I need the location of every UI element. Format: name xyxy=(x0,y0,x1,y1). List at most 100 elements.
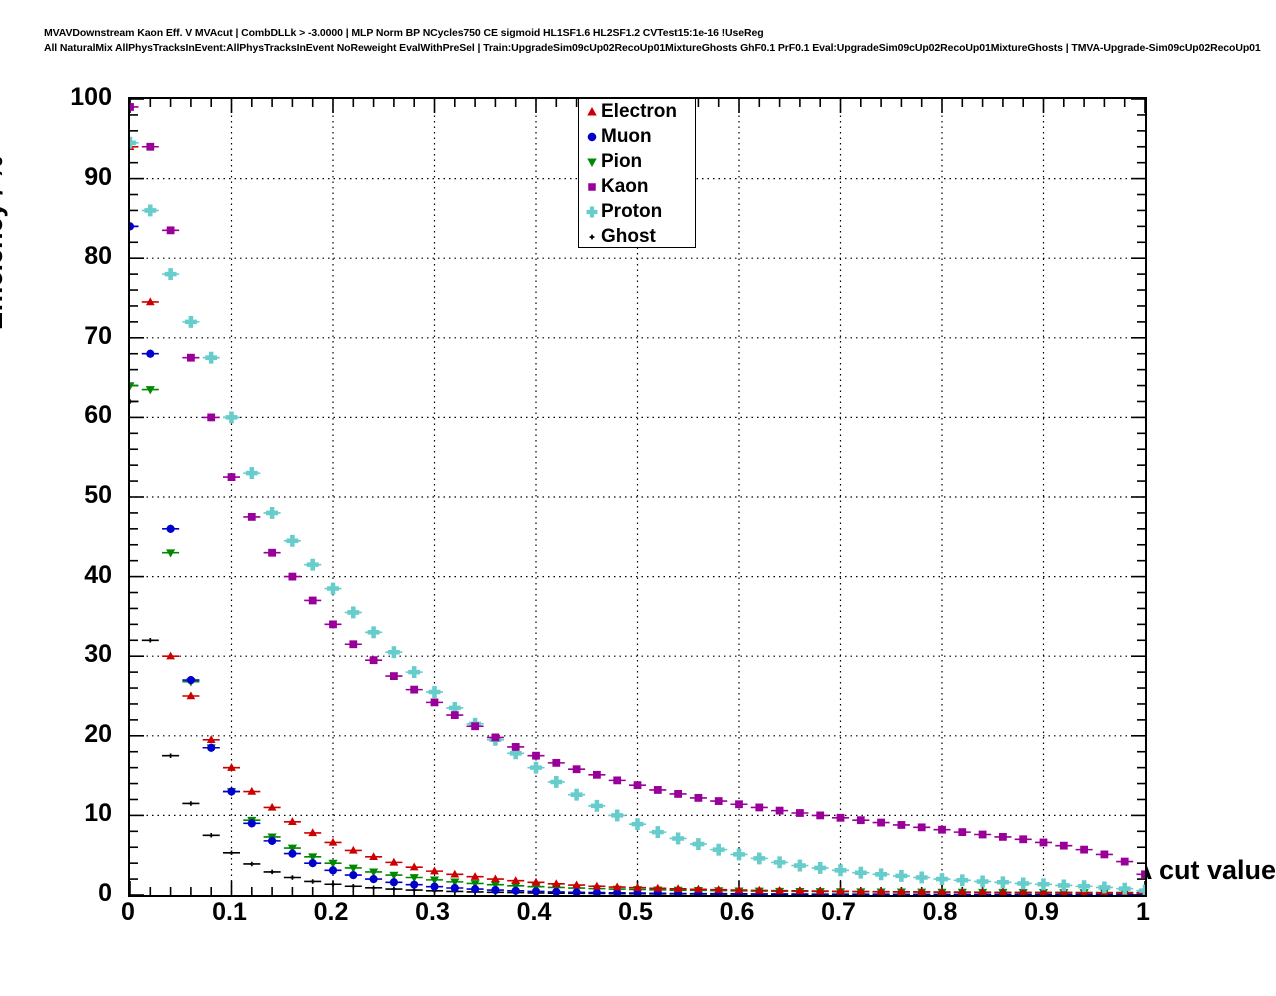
data-marker xyxy=(612,882,622,891)
data-marker xyxy=(694,884,703,893)
data-marker xyxy=(328,859,338,868)
circle-icon xyxy=(206,743,216,753)
cross-icon xyxy=(936,873,948,886)
data-marker xyxy=(511,743,520,751)
data-marker xyxy=(130,222,135,231)
cross-icon xyxy=(130,136,136,149)
triangle-up-icon xyxy=(267,802,277,811)
data-marker xyxy=(371,885,376,891)
y-tick-label: 40 xyxy=(84,560,112,589)
cross-icon xyxy=(996,876,1009,889)
data-marker xyxy=(795,886,805,895)
data-marker xyxy=(633,781,642,790)
circle-icon xyxy=(430,882,439,891)
triangle-up-icon xyxy=(958,887,967,895)
data-marker xyxy=(938,825,946,834)
data-marker xyxy=(1141,870,1145,879)
data-marker xyxy=(328,837,338,846)
data-marker xyxy=(1139,884,1145,895)
data-marker xyxy=(369,852,378,861)
data-marker xyxy=(186,675,196,685)
cross-icon xyxy=(428,686,441,698)
cross-icon xyxy=(651,826,664,839)
legend-entry-ghost[interactable]: Ghost xyxy=(579,224,695,249)
data-marker xyxy=(290,875,295,880)
triangle-up-icon xyxy=(694,884,703,893)
data-marker xyxy=(207,413,216,422)
cross-icon xyxy=(631,818,644,831)
x-tick-label: 1 xyxy=(1136,898,1150,926)
data-marker xyxy=(208,833,214,838)
square-icon xyxy=(166,226,175,235)
axis-ticks xyxy=(130,99,1145,895)
triangle-down-icon xyxy=(369,868,379,877)
triangle-up-icon xyxy=(308,828,318,837)
data-marker xyxy=(511,886,521,895)
triangle-up-icon xyxy=(389,857,399,866)
square-icon xyxy=(491,733,500,742)
data-marker xyxy=(735,800,743,809)
triangle-down-icon xyxy=(308,853,318,862)
cross-icon xyxy=(286,534,299,547)
square-icon xyxy=(755,803,764,812)
legend-entry-kaon[interactable]: Kaon xyxy=(579,174,695,199)
data-marker xyxy=(249,861,255,867)
data-marker xyxy=(389,871,399,880)
series-muon xyxy=(130,222,1145,895)
y-tick-label: 50 xyxy=(84,481,112,509)
data-marker xyxy=(1037,878,1050,891)
cross-icon xyxy=(834,864,847,877)
triangle-up-icon xyxy=(551,879,561,888)
star-icon xyxy=(290,875,295,880)
star-icon xyxy=(208,833,214,838)
square-icon xyxy=(999,832,1007,841)
circle-icon xyxy=(551,887,561,895)
data-marker xyxy=(471,722,479,731)
legend-entry-pion[interactable]: Pion xyxy=(579,149,695,174)
cross-icon xyxy=(672,832,685,845)
cross-icon xyxy=(367,626,380,639)
square-icon xyxy=(187,353,195,362)
data-marker xyxy=(854,866,867,879)
square-icon xyxy=(593,770,601,779)
circle-icon xyxy=(409,880,419,889)
legend-entry-electron[interactable]: Electron xyxy=(579,99,695,124)
data-marker xyxy=(978,887,987,895)
data-marker xyxy=(674,790,682,798)
data-marker xyxy=(856,886,866,895)
data-marker xyxy=(998,887,1007,895)
data-marker xyxy=(754,885,764,894)
cross-icon xyxy=(793,859,806,872)
data-marker xyxy=(268,548,276,557)
triangle-up-icon xyxy=(633,883,642,891)
legend-label: Proton xyxy=(601,201,663,222)
circle-icon xyxy=(186,675,196,685)
legend-entry-proton[interactable]: Proton xyxy=(579,199,695,224)
data-marker xyxy=(166,524,175,534)
data-marker xyxy=(572,765,581,774)
cross-icon xyxy=(583,203,601,221)
data-marker xyxy=(755,803,764,812)
data-marker xyxy=(1057,879,1070,892)
data-marker xyxy=(410,685,419,694)
triangle-up-icon xyxy=(734,885,744,894)
data-marker xyxy=(694,793,703,802)
circle-icon xyxy=(308,858,318,868)
triangle-up-icon xyxy=(491,874,500,883)
data-marker xyxy=(308,596,317,605)
cross-icon xyxy=(225,411,238,424)
square-icon xyxy=(349,640,358,649)
data-marker xyxy=(796,809,804,817)
data-marker xyxy=(1100,850,1109,859)
star-icon xyxy=(371,885,376,891)
data-marker xyxy=(369,868,379,877)
data-marker xyxy=(327,582,339,595)
legend-entry-muon[interactable]: Muon xyxy=(579,124,695,149)
circle-icon xyxy=(491,885,500,895)
triangle-down-icon xyxy=(490,881,500,890)
data-marker xyxy=(552,758,561,767)
data-marker xyxy=(551,879,561,888)
data-marker xyxy=(958,887,967,895)
x-tick-label: 0.3 xyxy=(415,898,450,926)
data-marker xyxy=(145,386,155,395)
